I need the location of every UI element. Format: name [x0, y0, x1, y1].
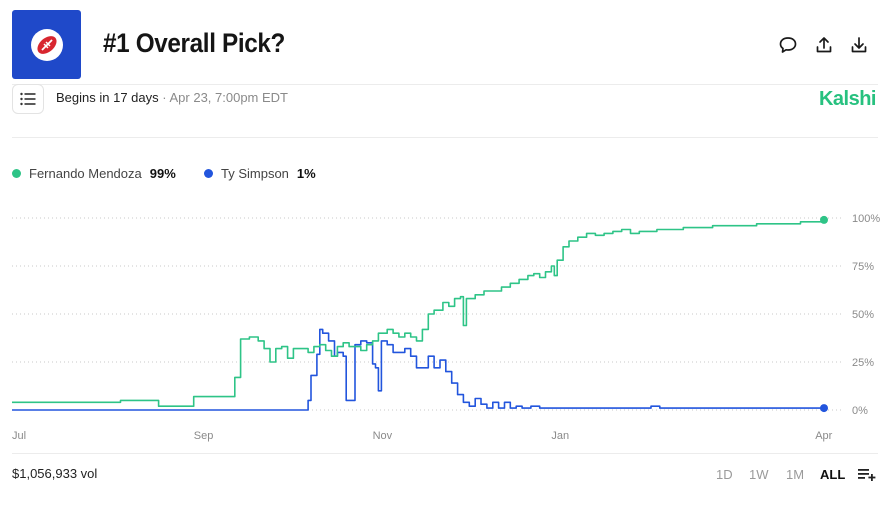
legend-value: 99%	[149, 166, 176, 181]
chart-divider	[12, 453, 878, 454]
x-axis: Jul Sep Nov Jan Apr	[12, 430, 833, 442]
legend-dot-green	[12, 169, 21, 178]
subheader-divider	[12, 137, 878, 138]
event-start-info: Begins in 17 days · Apr 23, 7:00pm EDT	[56, 90, 288, 105]
download-icon	[851, 37, 867, 53]
range-all-button[interactable]: ALL	[820, 467, 846, 482]
comment-icon	[779, 37, 797, 53]
comment-button[interactable]	[777, 34, 799, 56]
legend-value: 1%	[296, 166, 316, 181]
x-tick-label: Apr	[815, 430, 832, 442]
legend-name: Fernando Mendoza	[29, 166, 142, 181]
y-axis: 0% 25% 50% 75% 100%	[852, 213, 880, 417]
begins-label: Begins in 17 days	[56, 90, 159, 105]
share-button[interactable]	[813, 34, 835, 56]
probability-chart[interactable]: 0% 25% 50% 75% 100% Jul Sep Nov Jan Apr	[0, 195, 890, 450]
legend-dot-blue	[204, 169, 213, 178]
y-tick-label: 0%	[852, 405, 868, 417]
series-end-dot-fernando-mendoza	[820, 215, 828, 224]
header-divider	[12, 84, 878, 85]
chart-series	[12, 215, 828, 413]
y-tick-label: 75%	[852, 261, 874, 273]
legend-item-mendoza[interactable]: Fernando Mendoza 99%	[12, 166, 176, 181]
chart-grid	[12, 217, 842, 411]
x-tick-label: Sep	[194, 430, 214, 442]
y-tick-label: 25%	[852, 357, 874, 369]
share-icon	[816, 37, 832, 53]
event-date: Apr 23, 7:00pm EDT	[169, 90, 289, 105]
x-tick-label: Jan	[551, 430, 569, 442]
y-tick-label: 50%	[852, 309, 874, 321]
y-tick-label: 100%	[852, 213, 880, 225]
range-1m-button[interactable]: 1M	[786, 467, 805, 482]
separator: ·	[162, 90, 167, 105]
football-logo	[12, 10, 81, 79]
volume-label: $1,056,933 vol	[12, 466, 98, 481]
rules-list-button[interactable]	[12, 84, 44, 114]
download-button[interactable]	[848, 34, 870, 56]
x-tick-label: Nov	[373, 430, 393, 442]
football-icon	[31, 29, 63, 61]
range-1d-button[interactable]: 1D	[716, 467, 733, 482]
kalshi-logo[interactable]: Kalshi	[818, 88, 877, 110]
series-line-fernando-mendoza	[12, 219, 825, 407]
list-icon	[20, 92, 36, 106]
chart-settings-icon	[858, 469, 876, 481]
x-tick-label: Jul	[12, 430, 26, 442]
range-1w-button[interactable]: 1W	[749, 467, 769, 482]
page-title: #1 Overall Pick?	[103, 28, 286, 58]
series-end-dot-ty-simpson	[820, 404, 828, 413]
legend-item-simpson[interactable]: Ty Simpson 1%	[204, 166, 316, 181]
chart-settings-button[interactable]	[858, 466, 876, 487]
legend-name: Ty Simpson	[221, 166, 289, 181]
